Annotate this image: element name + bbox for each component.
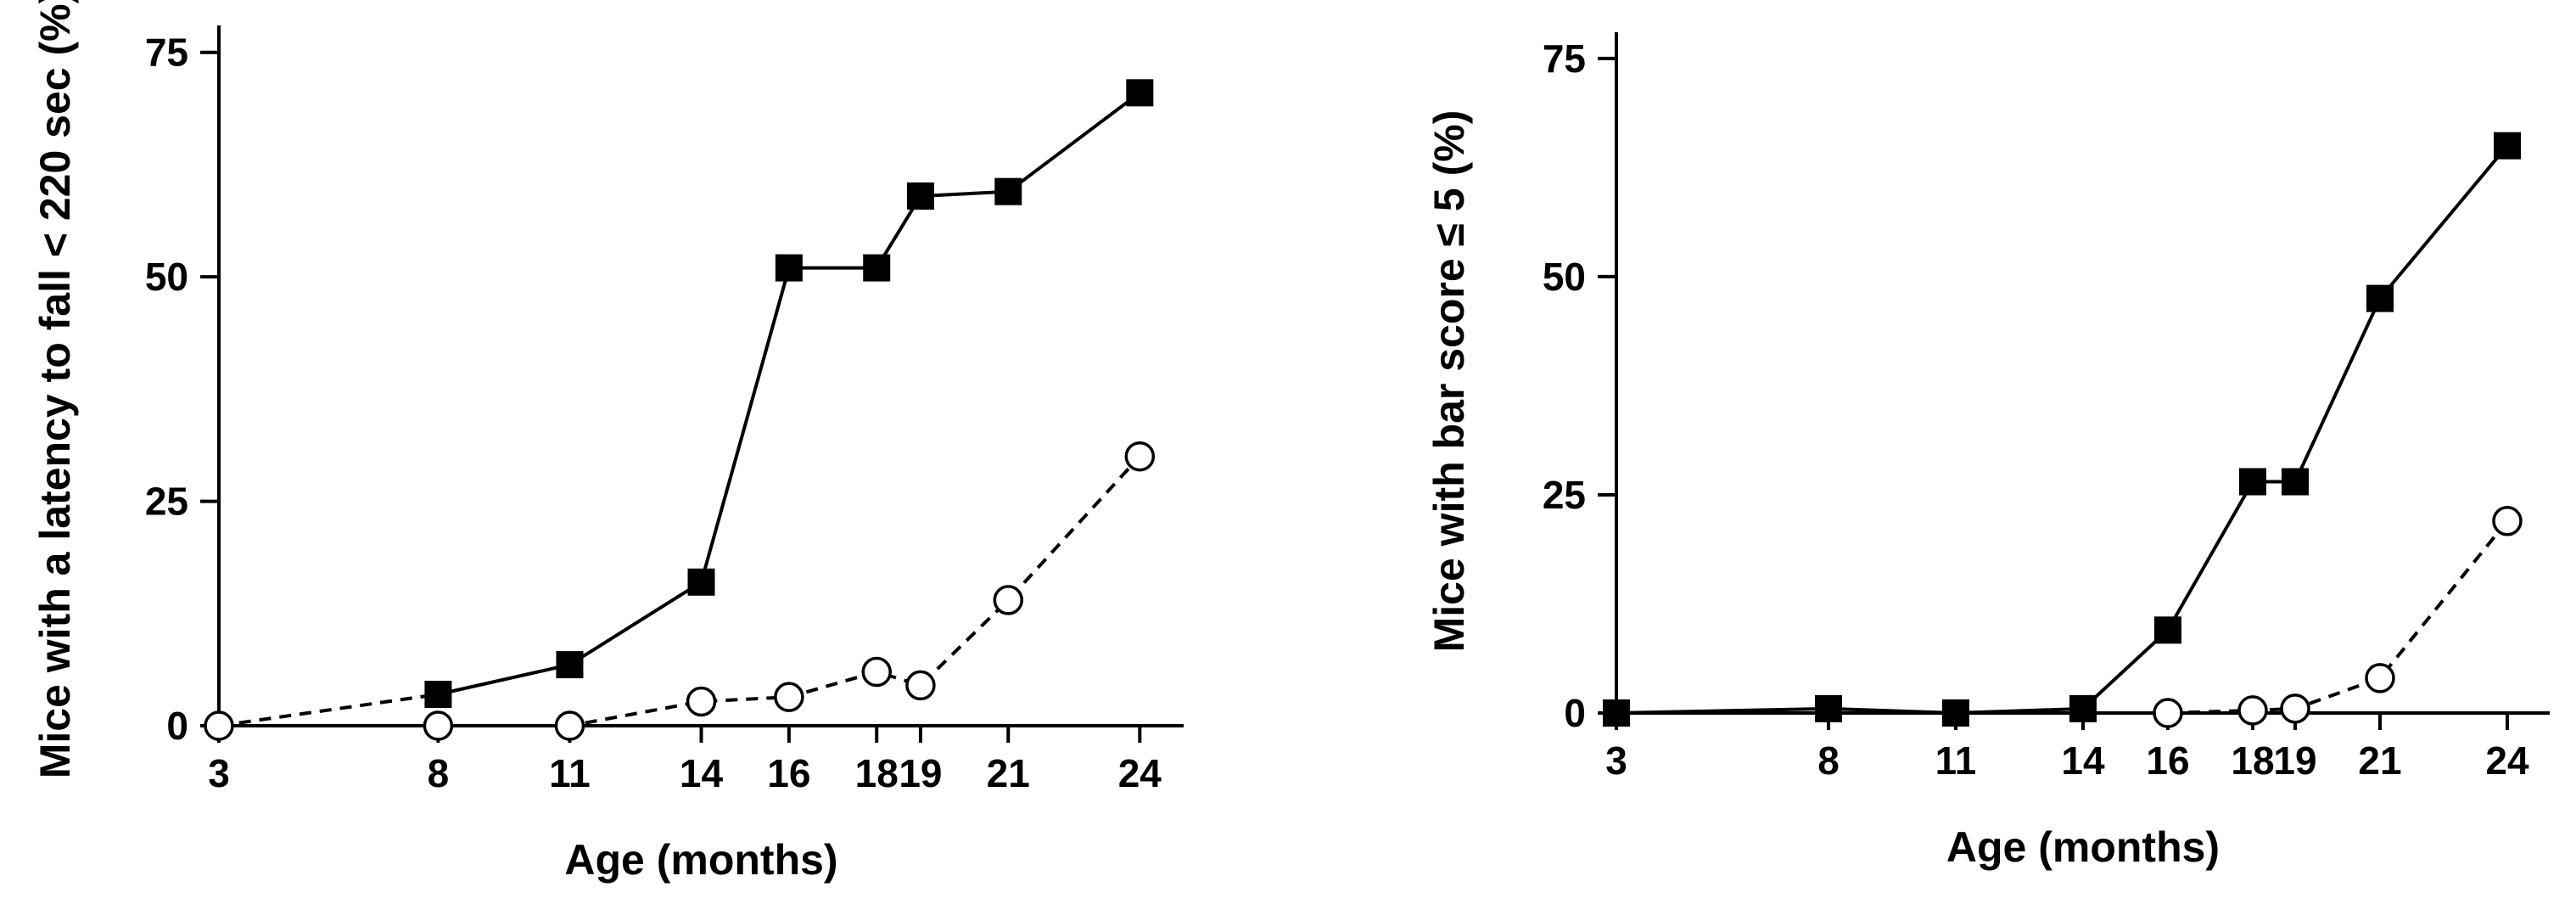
chart-panel-1: 0 25 50 75 3 8 11 14 16 18 19 21 24 Age (months) Mice … — [31, 0, 1184, 884]
data-point-filled-square — [1603, 699, 1630, 727]
data-point-open-circle — [2280, 693, 2310, 724]
y-tick-label: 25 — [1543, 473, 1586, 517]
data-point-filled-square — [775, 254, 803, 282]
x-axis-title: Age (months) — [1946, 823, 2220, 871]
series-line-filled-square — [437, 91, 1141, 696]
x-tick-label: 8 — [1817, 738, 1840, 783]
data-point-open-circle — [423, 710, 454, 741]
x-tick-label: 21 — [987, 751, 1030, 795]
x-tick-label: 3 — [1605, 738, 1627, 783]
x-tick-label: 16 — [2146, 738, 2189, 783]
x-tick-label: 19 — [899, 751, 942, 795]
data-point-filled-square — [556, 651, 584, 679]
x-tick-label: 14 — [2061, 738, 2105, 783]
x-tick-label: 8 — [428, 751, 450, 795]
y-tick-label: 0 — [1564, 691, 1586, 735]
data-point-filled-square — [1942, 699, 1969, 727]
data-point-open-circle — [554, 710, 585, 741]
data-point-filled-square — [1126, 79, 1154, 107]
data-point-filled-square — [1815, 694, 1842, 722]
data-point-filled-square — [994, 177, 1022, 205]
x-tick-label: 19 — [2273, 738, 2316, 783]
x-tick-label: 11 — [1935, 738, 1977, 783]
y-tick-label: 75 — [1543, 36, 1586, 81]
data-point-open-circle — [204, 710, 234, 741]
data-point-filled-square — [906, 182, 934, 210]
y-tick-label: 25 — [145, 480, 188, 524]
y-axis-title: Mice with a latency to fall < 220 sec (%… — [31, 0, 79, 778]
data-point-open-circle — [2492, 506, 2523, 536]
data-point-open-circle — [1124, 441, 1156, 472]
data-point-filled-square — [2366, 284, 2394, 312]
x-tick-label: 3 — [208, 751, 230, 795]
x-axis-title: Age (months) — [564, 836, 837, 884]
data-point-open-circle — [686, 686, 717, 717]
x-tick-label: 24 — [2485, 738, 2529, 783]
y-tick-label: 50 — [1543, 255, 1586, 299]
y-tick-label: 0 — [166, 704, 188, 748]
data-point-filled-square — [863, 254, 891, 282]
x-tick-label: 16 — [767, 751, 810, 795]
x-tick-label: 18 — [855, 751, 899, 795]
series-line-filled-square — [1616, 144, 2509, 715]
data-point-open-circle — [993, 585, 1024, 615]
y-axis-title: Mice with bar score ≤ 5 (%) — [1425, 110, 1473, 653]
x-tick-label: 24 — [1118, 751, 1162, 795]
y-tick-label: 75 — [145, 31, 188, 75]
x-tick-label: 11 — [549, 751, 591, 795]
series-line-open-circle — [2167, 519, 2509, 715]
x-tick-label: 18 — [2231, 738, 2274, 783]
data-point-filled-square — [2069, 694, 2097, 722]
series-connector-line — [218, 693, 439, 727]
data-point-open-circle — [861, 656, 892, 688]
y-tick-label: 50 — [145, 255, 188, 299]
x-tick-label: 14 — [680, 751, 724, 795]
data-point-open-circle — [2153, 698, 2183, 728]
data-point-filled-square — [2494, 132, 2521, 160]
data-point-open-circle — [2365, 663, 2395, 693]
data-point-filled-square — [424, 680, 452, 708]
data-point-filled-square — [2154, 616, 2181, 644]
data-point-open-circle — [774, 682, 804, 712]
data-point-open-circle — [905, 670, 936, 701]
x-tick-label: 21 — [2358, 738, 2401, 783]
data-point-filled-square — [2282, 468, 2309, 496]
data-point-open-circle — [2237, 695, 2268, 726]
data-point-filled-square — [687, 568, 715, 596]
data-point-filled-square — [2239, 468, 2266, 496]
